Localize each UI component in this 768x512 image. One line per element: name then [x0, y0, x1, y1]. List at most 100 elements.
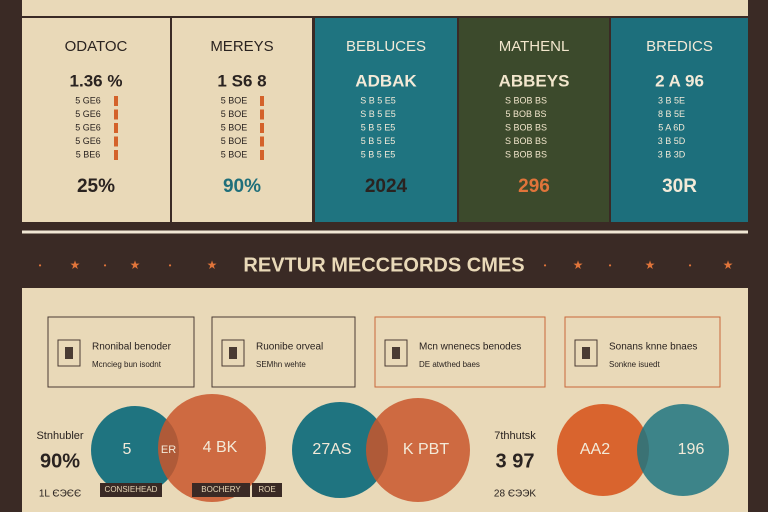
- info-box: [374, 316, 546, 388]
- venn-right: 196: [678, 441, 705, 458]
- row-bar: [114, 136, 118, 147]
- box-icon-mark: [392, 347, 400, 359]
- box-text: DE atwthed baes: [419, 360, 480, 369]
- venn-left: 5: [123, 441, 132, 458]
- panel-row: 5 BOE: [221, 136, 248, 146]
- venn-circle: [637, 404, 729, 496]
- box-heading: Ruonibe orveal: [256, 342, 323, 353]
- box-text: Sonkne isuedt: [609, 360, 660, 369]
- star: •: [544, 261, 547, 270]
- stat-label: Stnhubler: [36, 430, 83, 442]
- row-bar: [260, 96, 264, 106]
- panel-row: 5 BOE: [221, 95, 248, 105]
- star: ★: [70, 258, 81, 272]
- stat-value: 3 97: [496, 450, 535, 472]
- box-heading: Rnonibal benoder: [92, 342, 172, 353]
- venn-left: 27AS: [312, 441, 351, 458]
- panel-row: 5 GE6: [75, 122, 101, 132]
- panel: [459, 18, 609, 222]
- row-bar: [114, 123, 118, 133]
- tag: [192, 483, 250, 497]
- panel-title: ODATOC: [65, 38, 128, 55]
- panel-row: 5 B 5 E5: [361, 136, 396, 146]
- stat-label: 7thhutsk: [494, 430, 536, 442]
- star: •: [689, 261, 692, 270]
- panel: [315, 18, 457, 222]
- row-bar: [260, 150, 264, 160]
- star: ★: [645, 258, 656, 272]
- panel-headline: ABBEYS: [499, 71, 570, 90]
- panel-row: 5 GE6: [75, 109, 101, 119]
- row-bar: [260, 123, 264, 133]
- box-icon: [57, 339, 81, 367]
- panel-title: MEREYS: [210, 38, 273, 55]
- star: ★: [573, 258, 584, 272]
- venn-circle: [557, 404, 649, 496]
- stat-note: 28 ЄЭЭK: [494, 489, 536, 500]
- row-bar: [114, 150, 118, 160]
- panel-row: 5 BOE: [221, 109, 248, 119]
- box-text: Mcncieg bun isodnt: [92, 360, 162, 369]
- tag-label: ROE: [258, 485, 275, 494]
- tag-label: CONSIEHEAD: [105, 485, 158, 494]
- panel-row: 5 BOE: [221, 149, 248, 159]
- info-box: [564, 316, 721, 388]
- panel: [611, 18, 748, 222]
- panel-headline: ADBAK: [355, 71, 417, 90]
- star: ★: [207, 258, 218, 272]
- box-icon: [384, 339, 408, 367]
- panel-row: 8 B 5E: [658, 109, 685, 119]
- panel-row: 5 B 5 E5: [361, 149, 396, 159]
- tag-label: BOCHERY: [201, 485, 241, 494]
- venn-left: AA2: [580, 441, 610, 458]
- panel-row: 5 GE6: [75, 136, 101, 146]
- panel-row: S B 5 E5: [360, 109, 396, 119]
- banner-title: REVTUR MECCEORDS CMES: [243, 254, 524, 276]
- panel: [22, 18, 170, 222]
- info-box: [211, 316, 356, 388]
- box-heading: Sonans knne bnaes: [609, 342, 697, 353]
- stat-value: 90%: [40, 450, 80, 472]
- panel-row: 5 BOE: [221, 122, 248, 132]
- venn-overlap: ER: [161, 444, 176, 456]
- panel-row: 5 GE6: [75, 95, 101, 105]
- box-icon: [221, 339, 245, 367]
- venn-right: K PBT: [403, 441, 449, 458]
- box-icon-mark: [65, 347, 73, 359]
- venn-circle: [292, 402, 388, 498]
- row-bar: [260, 109, 264, 120]
- star: ★: [723, 258, 734, 272]
- star: •: [169, 261, 172, 270]
- panel-headline: 2 A 96: [655, 71, 704, 90]
- panel-row: 3 B 5D: [658, 136, 686, 146]
- panel-row: 3 B 3D: [658, 149, 686, 159]
- panel-row: 3 B 5E: [658, 95, 685, 105]
- star: ★: [130, 258, 141, 272]
- panel-row: S BOB BS: [505, 149, 547, 159]
- panel-title: BREDICS: [646, 38, 713, 55]
- panel-title: BEBLUCES: [346, 38, 426, 55]
- panel-row: 5 BOB BS: [505, 109, 546, 119]
- box-icon: [574, 339, 598, 367]
- panel-footer: 90%: [223, 176, 261, 197]
- row-bar: [260, 136, 264, 147]
- panel-headline: 1 S6 8: [217, 71, 266, 90]
- panel-row: S BOB BS: [505, 122, 547, 132]
- panel-footer: 296: [518, 176, 550, 197]
- panel-row: 5 A 6D: [658, 122, 685, 132]
- venn-circle: [366, 398, 470, 502]
- panel-row: 5 B 5 E5: [361, 122, 396, 132]
- star: •: [39, 261, 42, 270]
- star: •: [104, 261, 107, 270]
- stat-note: 1L ЄЭЄЄ: [39, 489, 81, 500]
- box-heading: Mcn wnenecs benodes: [419, 342, 521, 353]
- panel-row: S BOB BS: [505, 136, 547, 146]
- info-box: [47, 316, 195, 388]
- row-bar: [114, 96, 118, 106]
- panel-title: MATHENL: [499, 38, 570, 55]
- row-bar: [114, 109, 118, 120]
- panel-row: 5 BE6: [76, 149, 101, 159]
- box-icon-mark: [582, 347, 590, 359]
- tag: [252, 483, 282, 497]
